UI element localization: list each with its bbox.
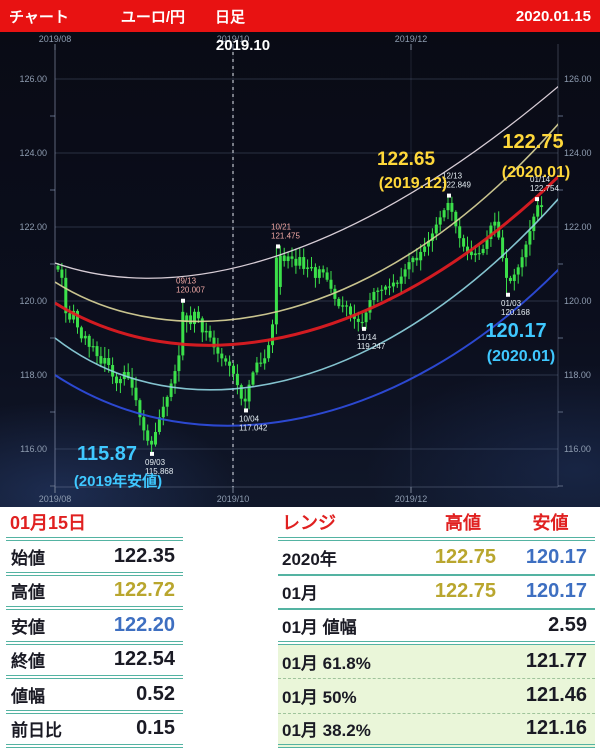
table-row-fib-50: 01月 50% 121.46 <box>278 679 595 714</box>
svg-text:10/21: 10/21 <box>271 222 292 231</box>
svg-text:124.00: 124.00 <box>564 148 592 158</box>
svg-text:115.868: 115.868 <box>145 467 174 476</box>
table-row-open: 始値 122.35 <box>6 541 183 576</box>
svg-text:12/13: 12/13 <box>442 172 463 181</box>
cell-label: 2020年 <box>282 549 337 569</box>
table-row-low: 安値 122.20 <box>6 610 183 645</box>
column-header-range: レンジ <box>282 513 336 533</box>
svg-text:122.65: 122.65 <box>377 149 436 170</box>
svg-text:11/14: 11/14 <box>357 333 377 342</box>
svg-text:116.00: 116.00 <box>564 444 591 454</box>
table-row-month-width: 01月 値幅 2.59 <box>278 610 595 645</box>
cell-label: 高値 <box>11 583 45 603</box>
svg-text:10/04: 10/04 <box>239 414 260 423</box>
table-row-year-range: 2020年 122.75 120.17 <box>278 541 595 576</box>
app-title: チャート <box>9 8 69 26</box>
svg-text:119.247: 119.247 <box>357 342 386 351</box>
daily-quote-table: 01月15日 始値 122.35 高値 122.72 安値 122.20 終値 … <box>6 507 183 748</box>
cell-value: 0.52 <box>136 682 175 705</box>
range-table: レンジ 高値 安値 2020年 122.75 120.17 01月 122.75… <box>278 507 595 748</box>
cell-high: 122.75 <box>434 580 496 603</box>
cell-label: 始値 <box>11 548 45 568</box>
cell-low: 121.77 <box>525 649 587 672</box>
chart-panel[interactable]: 116.00 116.00 118.00 118.00 120.00 120.00 122.… <box>0 32 600 507</box>
svg-text:118.00: 118.00 <box>564 370 591 380</box>
svg-text:(2020.01): (2020.01) <box>487 348 556 365</box>
svg-text:122.00: 122.00 <box>19 222 47 232</box>
cell-label: 01月 <box>282 584 318 604</box>
svg-text:120.168: 120.168 <box>501 308 530 317</box>
svg-text:126.00: 126.00 <box>564 74 592 84</box>
table-row-close: 終値 122.54 <box>6 645 183 679</box>
table-row-fib-618: 01月 61.8% 121.77 <box>278 644 595 679</box>
svg-text:115.87: 115.87 <box>77 443 137 465</box>
svg-text:09/13: 09/13 <box>176 277 197 286</box>
svg-text:122.849: 122.849 <box>442 181 471 190</box>
svg-text:2019/12: 2019/12 <box>395 494 428 504</box>
cell-low: 121.16 <box>525 717 587 740</box>
current-date-label: 2020.01.15 <box>515 7 591 25</box>
candlestick-chart[interactable]: 116.00 116.00 118.00 118.00 120.00 120.00 122.… <box>0 32 600 507</box>
cell-value: 0.15 <box>136 717 175 740</box>
svg-text:120.00: 120.00 <box>564 296 592 306</box>
svg-text:122.00: 122.00 <box>564 222 592 232</box>
svg-text:116.00: 116.00 <box>20 444 47 454</box>
cell-low: 120.17 <box>525 580 587 603</box>
instrument-name: ユーロ/円 <box>120 8 186 26</box>
table-row-prev-day-change: 前日比 0.15 <box>6 714 183 748</box>
svg-text:126.00: 126.00 <box>19 74 47 84</box>
timeframe-label: 日足 <box>215 8 246 26</box>
cell-low: 120.17 <box>525 545 587 568</box>
svg-text:(2019年安値): (2019年安値) <box>74 472 162 490</box>
cell-value: 122.72 <box>113 579 175 602</box>
table-row-range-width: 値幅 0.52 <box>6 679 183 714</box>
table-row-high: 高値 122.72 <box>6 576 183 610</box>
cell-label: 終値 <box>11 652 45 672</box>
svg-text:124.00: 124.00 <box>19 148 47 158</box>
cell-label: 値幅 <box>11 686 45 706</box>
svg-text:01/03: 01/03 <box>501 299 522 308</box>
svg-text:(2020.01): (2020.01) <box>502 164 571 181</box>
cell-label: 安値 <box>11 617 45 637</box>
cell-value: 122.35 <box>113 544 175 567</box>
daily-table-title: 01月15日 <box>6 507 183 541</box>
table-row-fib-382: 01月 38.2% 121.16 <box>278 713 595 748</box>
cell-label: 01月 値幅 <box>282 617 357 637</box>
svg-text:2019/10: 2019/10 <box>217 494 250 504</box>
svg-text:121.475: 121.475 <box>271 231 300 240</box>
cell-value: 122.54 <box>113 648 175 671</box>
svg-text:117.042: 117.042 <box>239 423 268 432</box>
cell-value: 122.20 <box>113 613 175 636</box>
cell-high: 122.75 <box>434 545 496 568</box>
svg-text:122.754: 122.754 <box>530 184 559 193</box>
svg-text:2019/08: 2019/08 <box>39 494 72 504</box>
svg-text:09/03: 09/03 <box>145 458 166 467</box>
cell-label: 前日比 <box>11 721 62 741</box>
svg-text:118.00: 118.00 <box>20 370 47 380</box>
cell-label: 01月 61.8% <box>282 653 371 673</box>
svg-text:122.75: 122.75 <box>502 131 563 153</box>
range-table-header: レンジ 高値 安値 <box>278 507 595 541</box>
cell-low: 121.46 <box>525 684 587 707</box>
tables-panel: 01月15日 始値 122.35 高値 122.72 安値 122.20 終値 … <box>0 507 600 756</box>
cell-label: 01月 38.2% <box>282 721 371 741</box>
svg-text:120.00: 120.00 <box>19 296 47 306</box>
svg-text:120.007: 120.007 <box>176 286 205 295</box>
cell-low: 2.59 <box>548 613 587 636</box>
svg-text:2019/12: 2019/12 <box>395 34 428 44</box>
svg-text:(2019.12): (2019.12) <box>379 175 448 192</box>
svg-text:2019/10: 2019/10 <box>217 34 250 44</box>
svg-text:120.17: 120.17 <box>485 320 546 342</box>
svg-text:01/14: 01/14 <box>530 175 551 184</box>
svg-text:2019/08: 2019/08 <box>39 34 72 44</box>
title-bar: チャート ユーロ/円 日足 2020.01.15 <box>0 0 600 32</box>
cell-label: 01月 50% <box>282 688 357 708</box>
svg-text:2019.10: 2019.10 <box>216 37 270 54</box>
column-header-high: 高値 <box>445 513 481 533</box>
table-row-month-range: 01月 122.75 120.17 <box>278 576 595 610</box>
column-header-low: 安値 <box>532 513 569 533</box>
